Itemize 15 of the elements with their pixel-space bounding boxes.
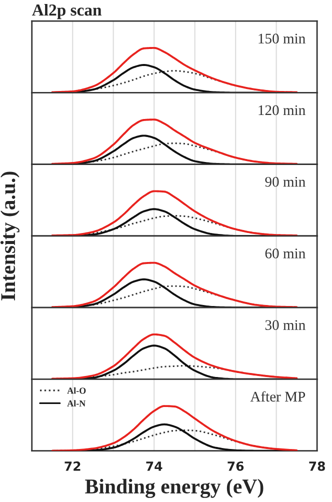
text: 120 min (258, 105, 306, 116)
x-axis-title: Binding energy (eV) (85, 478, 264, 498)
x-tick-label: 76 (228, 461, 244, 471)
x-tick-label: 78 (309, 461, 325, 471)
text: 150 min (258, 34, 306, 44)
x-tick-label: 72 (64, 461, 80, 471)
y-axis-title: Intensity (a.u.) (0, 172, 20, 300)
text: 90 min (265, 176, 306, 187)
text: After MP (250, 391, 306, 402)
chart-title: Al2p scan (32, 4, 102, 20)
legend-label: Al-N (67, 400, 86, 406)
x-tick-label: 74 (146, 462, 162, 471)
legend-label: Al-O (67, 387, 86, 394)
text: 60 min (265, 248, 306, 258)
text: 30 min (265, 320, 306, 330)
